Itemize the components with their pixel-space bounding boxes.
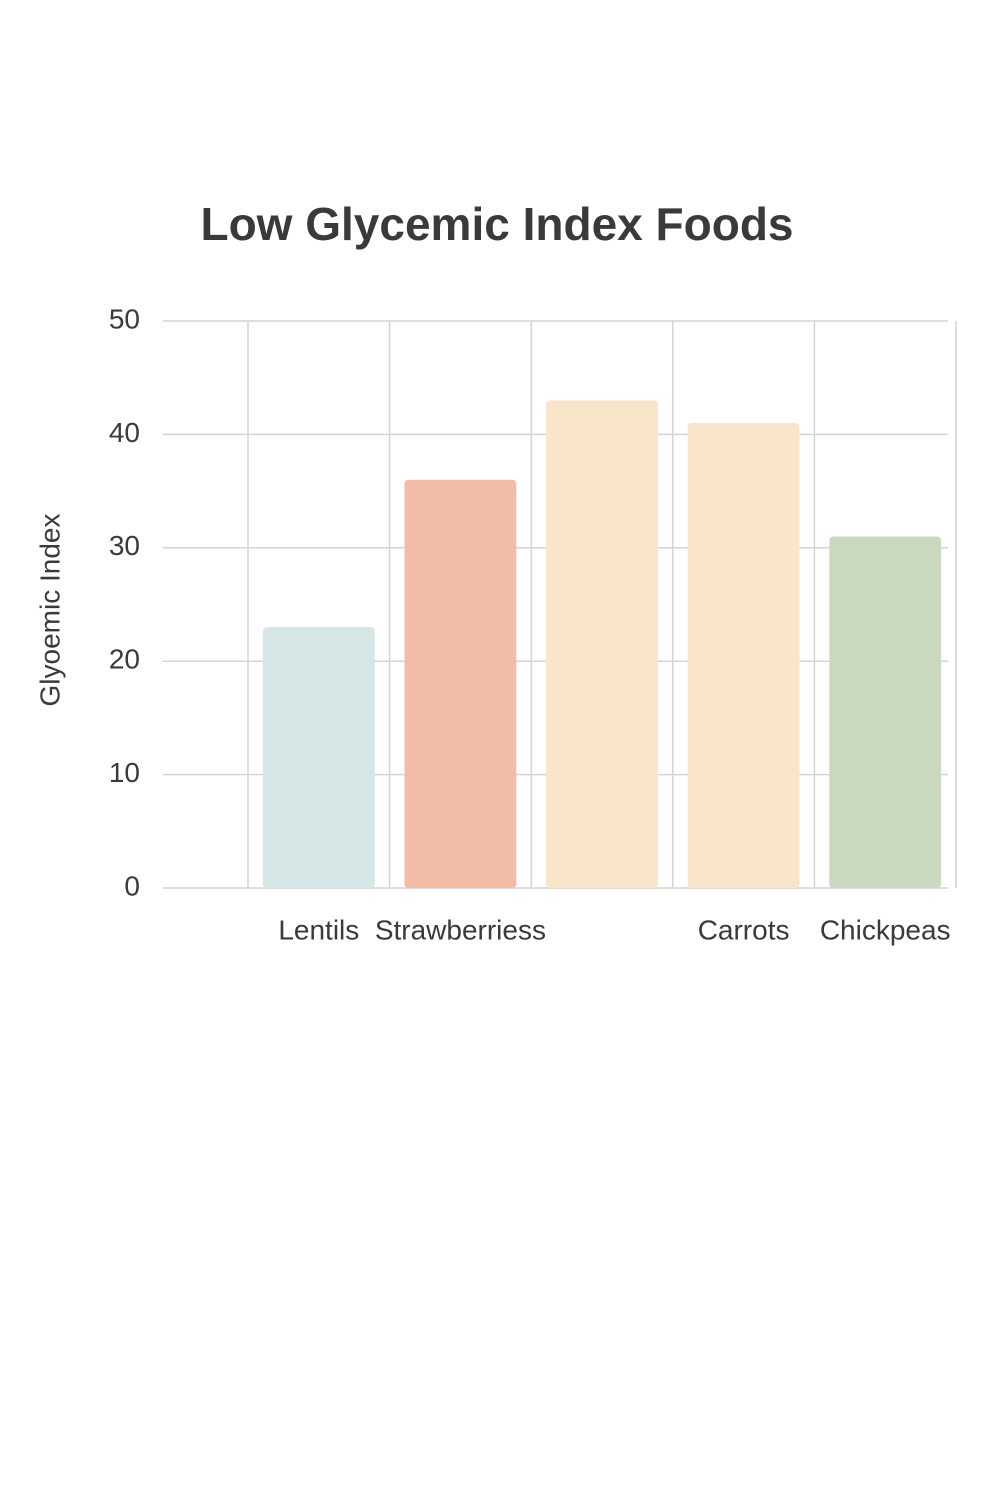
y-axis-label: Glyoemic Index: [34, 514, 65, 707]
y-tick-label: 10: [109, 757, 140, 788]
y-tick-label: 0: [124, 870, 140, 901]
y-tick-label: 30: [109, 530, 140, 561]
x-tick-label: Strawberriess: [375, 914, 546, 945]
y-tick-label: 20: [109, 644, 140, 675]
bar: [687, 423, 800, 888]
x-tick-label: Lentils: [278, 914, 359, 945]
x-tick-label: Carrots: [698, 914, 790, 945]
bar: [404, 479, 517, 888]
bar: [829, 536, 942, 888]
y-tick-label: 40: [109, 417, 140, 448]
y-tick-label: 50: [109, 303, 140, 334]
chart-title: Low Glycemic Index Foods: [200, 198, 793, 250]
x-tick-label: Chickpeas: [820, 914, 951, 945]
bar: [262, 627, 375, 888]
bar: [546, 400, 658, 888]
